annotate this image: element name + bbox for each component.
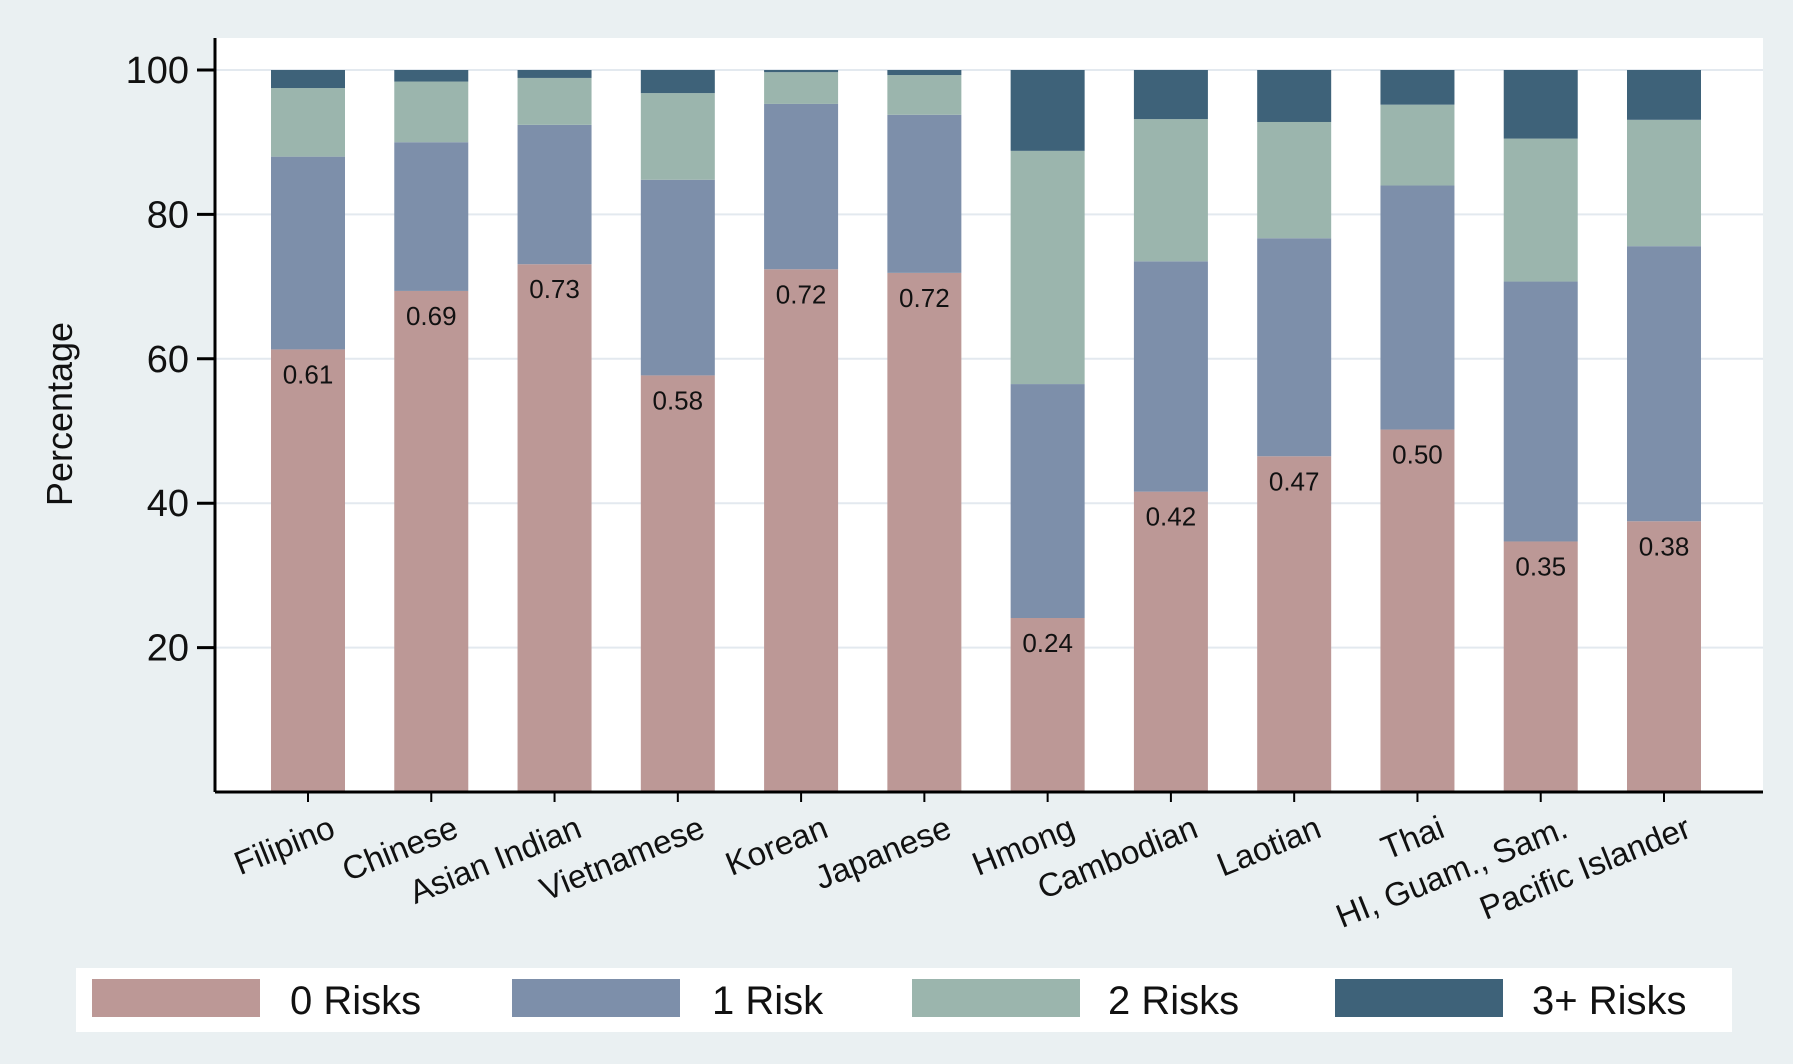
y-tick-label: 40 bbox=[147, 483, 189, 525]
bar-segment bbox=[1010, 617, 1085, 792]
bar-segment bbox=[640, 375, 715, 792]
bar-segment bbox=[887, 70, 962, 76]
data-label: 0.50 bbox=[1392, 440, 1443, 470]
data-label: 0.42 bbox=[1146, 502, 1197, 532]
bar-segment bbox=[1380, 70, 1455, 105]
data-label: 0.69 bbox=[406, 301, 457, 331]
bar-segment bbox=[764, 269, 839, 793]
bar-segment bbox=[1257, 70, 1332, 122]
bar-segment bbox=[640, 93, 715, 180]
bar-segment bbox=[1627, 70, 1701, 120]
bar-segment bbox=[764, 103, 839, 270]
legend-swatch bbox=[92, 979, 260, 1017]
legend: 0 Risks 1 Risk 2 Risks 3+ Risks bbox=[76, 968, 1732, 1032]
bar-segment bbox=[1627, 246, 1701, 522]
bar-segment bbox=[271, 70, 345, 89]
bar-segment bbox=[1503, 281, 1578, 542]
legend-label: 1 Risk bbox=[712, 979, 824, 1023]
bar-segment bbox=[1010, 70, 1085, 151]
y-tick-label: 20 bbox=[147, 628, 189, 670]
bar-segment bbox=[517, 77, 592, 125]
bar-segment bbox=[1257, 238, 1332, 457]
y-tick-label: 80 bbox=[147, 194, 189, 236]
bar-segment bbox=[887, 114, 962, 273]
bar-segment bbox=[1133, 70, 1208, 120]
bar-segment bbox=[1503, 138, 1578, 282]
axes bbox=[197, 38, 1763, 802]
bars bbox=[271, 70, 1701, 793]
bar-segment bbox=[764, 72, 839, 104]
data-label: 0.72 bbox=[899, 283, 950, 313]
bar-segment bbox=[887, 75, 962, 115]
legend-label: 2 Risks bbox=[1108, 979, 1239, 1023]
data-label: 0.72 bbox=[776, 279, 827, 309]
bar-segment bbox=[517, 264, 592, 792]
bar-segment bbox=[1010, 384, 1085, 618]
data-label: 0.73 bbox=[529, 274, 580, 304]
bar-segment bbox=[640, 70, 715, 94]
bar-segment bbox=[271, 349, 345, 792]
data-label: 0.58 bbox=[653, 385, 704, 415]
bar-segment bbox=[394, 81, 469, 143]
legend-swatch bbox=[1335, 979, 1503, 1017]
bar-segment bbox=[1133, 119, 1208, 262]
legend-swatch bbox=[912, 979, 1080, 1017]
bar-segment bbox=[271, 156, 345, 350]
data-label: 0.35 bbox=[1515, 551, 1566, 581]
bar-segment bbox=[517, 124, 592, 265]
bar-segment bbox=[1503, 70, 1578, 139]
data-label: 0.38 bbox=[1639, 531, 1690, 561]
bar-segment bbox=[1627, 521, 1701, 792]
bar-segment bbox=[1380, 104, 1455, 186]
bar-segment bbox=[1133, 491, 1208, 792]
data-label: 0.47 bbox=[1269, 466, 1320, 496]
bar-segment bbox=[517, 70, 592, 78]
data-label: 0.24 bbox=[1022, 628, 1073, 658]
bar-segment bbox=[1503, 541, 1578, 792]
bar-segment bbox=[1257, 121, 1332, 239]
bar-segment bbox=[887, 272, 962, 793]
bar-segment bbox=[1133, 261, 1208, 492]
bar-segment bbox=[394, 290, 469, 792]
y-tick-label: 100 bbox=[126, 50, 189, 92]
bar-segment bbox=[1257, 456, 1332, 792]
bar-segment bbox=[1380, 429, 1455, 792]
y-tick-label: 60 bbox=[147, 339, 189, 381]
bar-segment bbox=[1010, 150, 1085, 385]
bar-segment bbox=[271, 88, 345, 157]
bar-segment bbox=[1627, 119, 1701, 247]
bar-segment bbox=[640, 179, 715, 376]
bar-segment bbox=[1380, 185, 1455, 430]
y-axis-title: Percentage bbox=[39, 322, 80, 506]
data-label: 0.61 bbox=[283, 359, 334, 389]
legend-swatch bbox=[512, 979, 680, 1017]
legend-label: 3+ Risks bbox=[1532, 979, 1687, 1023]
bar-segment bbox=[764, 70, 839, 73]
bar-segment bbox=[394, 142, 469, 291]
bar-segment bbox=[394, 70, 469, 82]
legend-label: 0 Risks bbox=[290, 979, 421, 1023]
